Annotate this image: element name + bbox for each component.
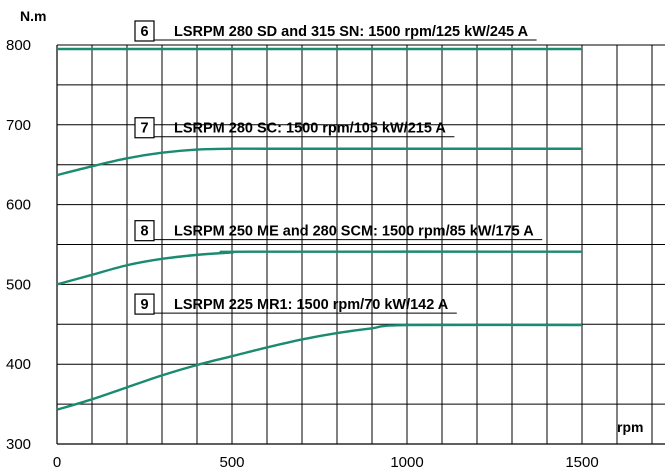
series-label-8: LSRPM 250 ME and 280 SCM: 1500 rpm/85 kW… (174, 224, 534, 240)
series-number-6: 6 (140, 24, 148, 40)
series-number-7: 7 (140, 121, 148, 137)
series-number-box-8 (134, 220, 155, 242)
x-tick-label: 0 (53, 454, 61, 471)
series-labels: 6 LSRPM 280 SD and 315 SN: 1500 rpm/125 k… (134, 20, 543, 315)
x-tick-label: 500 (219, 454, 244, 471)
curves (56, 47, 583, 411)
series-number-box-9 (134, 293, 155, 315)
series-line-8 (56, 250, 583, 286)
series-label-7: LSRPM 280 SC: 1500 rpm/105 kW/215 A (174, 121, 446, 137)
series-number-box-6 (134, 20, 155, 42)
y-axis-label: N.m (20, 8, 46, 24)
series-line-7 (56, 147, 582, 177)
y-tick-label: 500 (6, 276, 31, 293)
series-label-9: LSRPM 225 MR1: 1500 rpm/70 kW/142 A (174, 297, 449, 313)
series-number-box-7 (134, 117, 155, 139)
y-tick-label: 600 (6, 197, 31, 214)
x-axis-label: rpm (617, 419, 643, 435)
axis-ticks: 0 500 1000 1500 300 400 500 600 700 800 (6, 37, 599, 471)
series-line-9 (56, 323, 583, 411)
series-number-9: 9 (140, 297, 148, 313)
y-tick-label: 800 (6, 37, 31, 54)
y-tick-label: 700 (6, 117, 31, 134)
y-tick-label: 400 (6, 356, 31, 373)
x-tick-label: 1500 (565, 454, 598, 471)
grid (56, 44, 665, 445)
series-number-8: 8 (140, 224, 148, 240)
y-tick-label: 300 (6, 436, 31, 453)
x-tick-label: 1000 (390, 454, 423, 471)
series-label-6: LSRPM 280 SD and 315 SN: 1500 rpm/125 kW… (174, 24, 529, 40)
